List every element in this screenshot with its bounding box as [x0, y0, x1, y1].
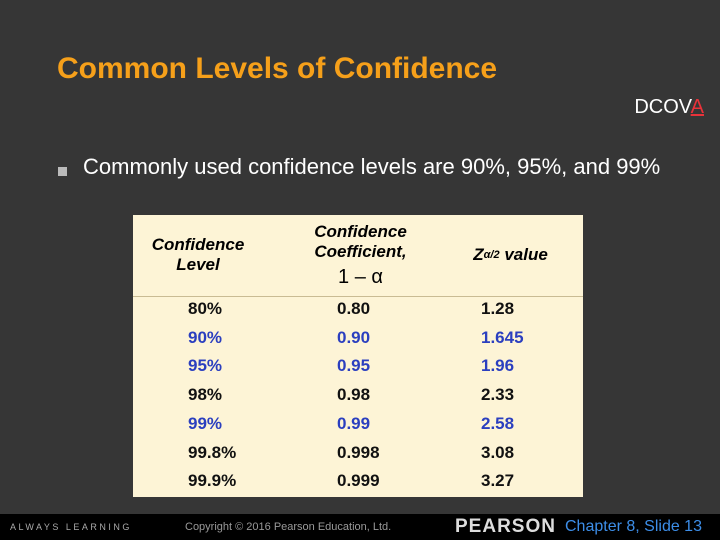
table-cell: 2.33	[481, 385, 515, 405]
table-cell: 98%	[188, 385, 223, 405]
footer-left: ALWAYS LEARNING	[10, 522, 132, 532]
bullet-text: Commonly used confidence levels are 90%,…	[83, 154, 661, 179]
table-cell: 0.999	[337, 471, 380, 491]
table-cell: 0.95	[337, 356, 371, 376]
table-cell: 0.98	[337, 385, 371, 405]
header-level: Confidence Level	[151, 235, 245, 274]
bullet-marker	[58, 167, 67, 176]
table-cell: 0.99	[337, 413, 371, 433]
table-cell: 3.27	[481, 471, 515, 491]
footer-bar	[0, 514, 720, 540]
confidence-table: Confidence Level Confidence Coefficient,…	[133, 215, 583, 497]
table-cell: 99%	[188, 413, 223, 433]
header-divider	[133, 296, 583, 297]
footer-page: Chapter 8, Slide 13	[565, 518, 702, 535]
table-cell: 80%	[188, 299, 223, 318]
header-coefficient-formula: 1 – α	[338, 265, 383, 288]
header-coefficient-text: Confidence Coefficient,	[314, 221, 407, 261]
table-cell: 99.9%	[188, 471, 237, 491]
table-cell: 0.998	[337, 442, 380, 462]
table-cell: 1.645	[481, 327, 524, 347]
table-cell: 0.90	[337, 327, 371, 347]
footer-copyright: Copyright © 2016 Pearson Education, Ltd.	[185, 521, 392, 533]
table-cell: 2.58	[481, 413, 515, 433]
table-cell: 99.8%	[188, 442, 237, 462]
table-cell: 0.80	[337, 299, 371, 318]
table-cell: 95%	[188, 356, 223, 376]
tag-highlight: A	[690, 96, 704, 118]
footer-brand: PEARSON	[455, 516, 556, 537]
z-subscript: α/2	[483, 249, 500, 261]
table-cell: 90%	[188, 327, 223, 347]
header-coefficient: Confidence Coefficient, 1 – α	[273, 215, 448, 295]
z-suffix: value	[504, 245, 548, 264]
table-cell: 1.96	[481, 356, 515, 376]
table-cell: 1.28	[481, 299, 515, 318]
tag-main: DCOV	[634, 96, 691, 118]
slide-title: Common Levels of Confidence	[57, 52, 498, 85]
table-cell: 3.08	[481, 442, 515, 462]
dcova-tag: DCOVA	[634, 96, 704, 119]
z-symbol: Z	[473, 245, 484, 264]
